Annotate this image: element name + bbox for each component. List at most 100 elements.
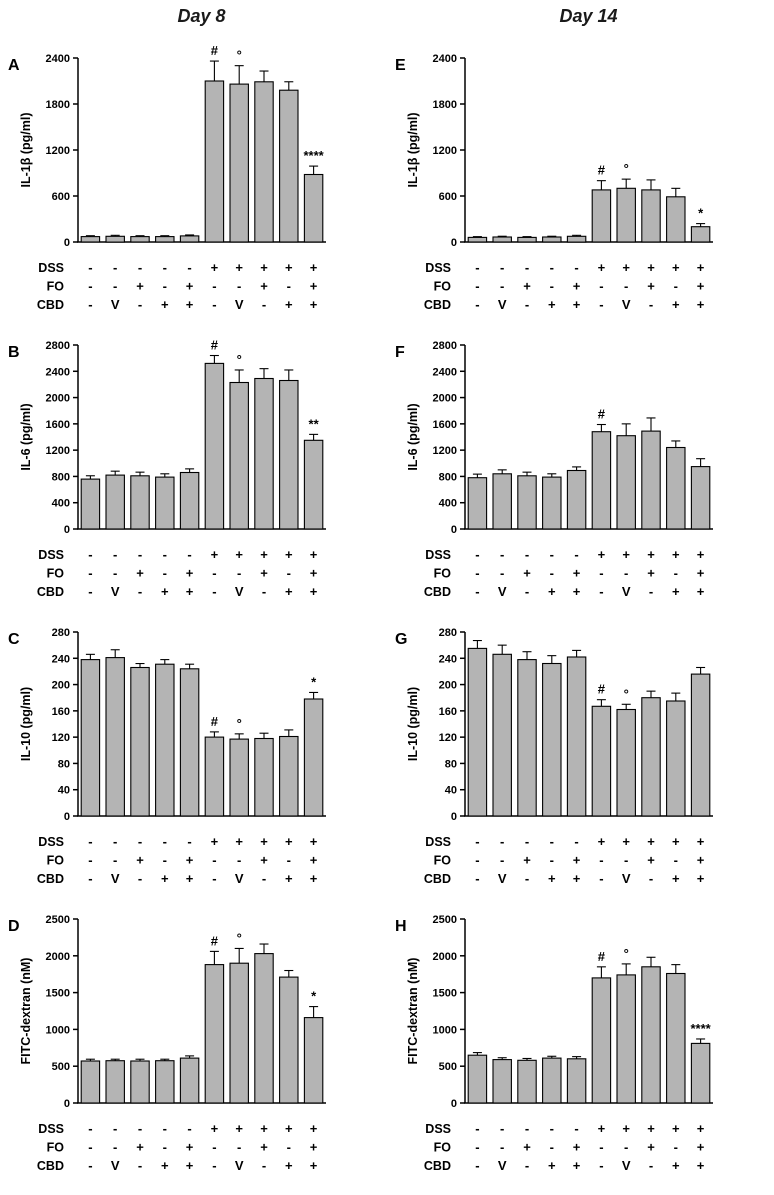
treatment-symbol: + [647, 834, 655, 849]
treatment-symbol: - [237, 1140, 241, 1155]
treatment-symbol: + [285, 260, 293, 275]
bar [130, 475, 150, 530]
treatment-symbol: - [475, 279, 479, 294]
bar [105, 1060, 125, 1104]
treatment-symbol: + [523, 1140, 531, 1155]
treatment-symbol: + [186, 1140, 194, 1155]
bar [690, 226, 711, 243]
bar [179, 1057, 200, 1104]
treatment-row-label: FO [47, 1141, 65, 1155]
bar [105, 235, 125, 243]
treatment-symbol: + [186, 279, 194, 294]
y-axis-label: IL-6 (pg/ml) [406, 403, 420, 470]
treatment-symbol: + [573, 1158, 581, 1173]
y-tick-label: 0 [64, 237, 70, 249]
treatment-symbol: V [498, 584, 507, 599]
treatment-symbol: - [287, 1140, 291, 1155]
bar [155, 663, 175, 817]
treatment-symbol: - [624, 1140, 628, 1155]
treatment-symbol: + [697, 1140, 705, 1155]
bar [179, 668, 200, 817]
treatment-symbol: + [573, 584, 581, 599]
treatment-row-label: DSS [38, 835, 64, 849]
treatment-symbol: + [647, 279, 655, 294]
bar [542, 1057, 562, 1104]
treatment-symbol: + [285, 547, 293, 562]
bar [105, 474, 125, 530]
treatment-symbol: - [237, 853, 241, 868]
y-tick-label: 2000 [433, 951, 457, 963]
treatment-row-label: CBD [424, 1159, 451, 1173]
y-tick-label: 400 [439, 498, 457, 510]
bar [254, 377, 274, 530]
treatment-symbol: + [310, 1121, 318, 1136]
treatment-symbol: - [113, 260, 117, 275]
treatment-symbol: - [550, 1121, 554, 1136]
treatment-symbol: - [88, 297, 92, 312]
treatment-symbol: - [88, 1121, 92, 1136]
bar [641, 966, 661, 1104]
bar [492, 653, 512, 817]
bar [690, 673, 711, 817]
treatment-symbol: - [163, 279, 167, 294]
significance-annotation: **** [690, 1021, 711, 1036]
bar [666, 196, 686, 243]
treatment-symbol: V [498, 1158, 507, 1173]
treatment-symbol: - [88, 260, 92, 275]
y-tick-label: 2000 [433, 393, 457, 405]
treatment-symbol: + [523, 853, 531, 868]
bar [641, 697, 661, 817]
treatment-symbol: + [235, 834, 243, 849]
bar [229, 83, 249, 243]
treatment-row-label: FO [434, 854, 452, 868]
treatment-symbol: - [113, 834, 117, 849]
treatment-symbol: + [285, 834, 293, 849]
treatment-symbol: - [674, 566, 678, 581]
treatment-symbol: + [697, 871, 705, 886]
treatment-symbol: - [649, 297, 653, 312]
treatment-symbol: V [235, 297, 244, 312]
treatment-symbol: + [697, 279, 705, 294]
bar [517, 659, 537, 817]
treatment-symbol: - [550, 547, 554, 562]
y-tick-label: 160 [439, 706, 457, 718]
y-tick-label: 1200 [46, 145, 70, 157]
treatment-symbol: + [622, 834, 630, 849]
bar [591, 431, 612, 530]
treatment-symbol: - [187, 834, 191, 849]
treatment-symbol: V [622, 1158, 631, 1173]
bar [254, 953, 274, 1104]
panel-letter: G [395, 631, 407, 648]
significance-annotation: ° [237, 930, 242, 945]
treatment-symbol: - [187, 260, 191, 275]
panel-E: E 0 600 1200 1800 2400 IL-1β (pg/ml) # ° * DSS - - - -… [387, 42, 774, 329]
y-tick-label: 240 [52, 653, 70, 665]
treatment-symbol: V [235, 584, 244, 599]
treatment-symbol: - [574, 1121, 578, 1136]
bar [254, 737, 274, 817]
chart-D: D 0 500 1000 1500 2000 2500 FITC-dextran (nM) # °… [8, 914, 326, 1173]
significance-annotation: * [698, 206, 704, 221]
bar [303, 173, 324, 243]
treatment-symbol: - [550, 853, 554, 868]
bar [467, 1054, 488, 1104]
treatment-symbol: - [262, 871, 266, 886]
panel-letter: D [8, 918, 20, 935]
treatment-symbol: - [262, 1158, 266, 1173]
treatment-symbol: + [260, 834, 268, 849]
significance-annotation: # [598, 949, 606, 964]
treatment-symbol: + [622, 260, 630, 275]
bar [229, 381, 249, 530]
treatment-symbol: - [500, 547, 504, 562]
treatment-symbol: + [548, 584, 556, 599]
y-tick-label: 120 [439, 732, 457, 744]
panel-letter: C [8, 631, 20, 648]
treatment-symbol: + [697, 834, 705, 849]
treatment-symbol: - [88, 1140, 92, 1155]
treatment-symbol: + [186, 871, 194, 886]
treatment-symbol: - [500, 834, 504, 849]
treatment-symbol: + [598, 834, 606, 849]
treatment-symbol: V [235, 871, 244, 886]
bar [641, 430, 661, 530]
bar [616, 974, 636, 1104]
